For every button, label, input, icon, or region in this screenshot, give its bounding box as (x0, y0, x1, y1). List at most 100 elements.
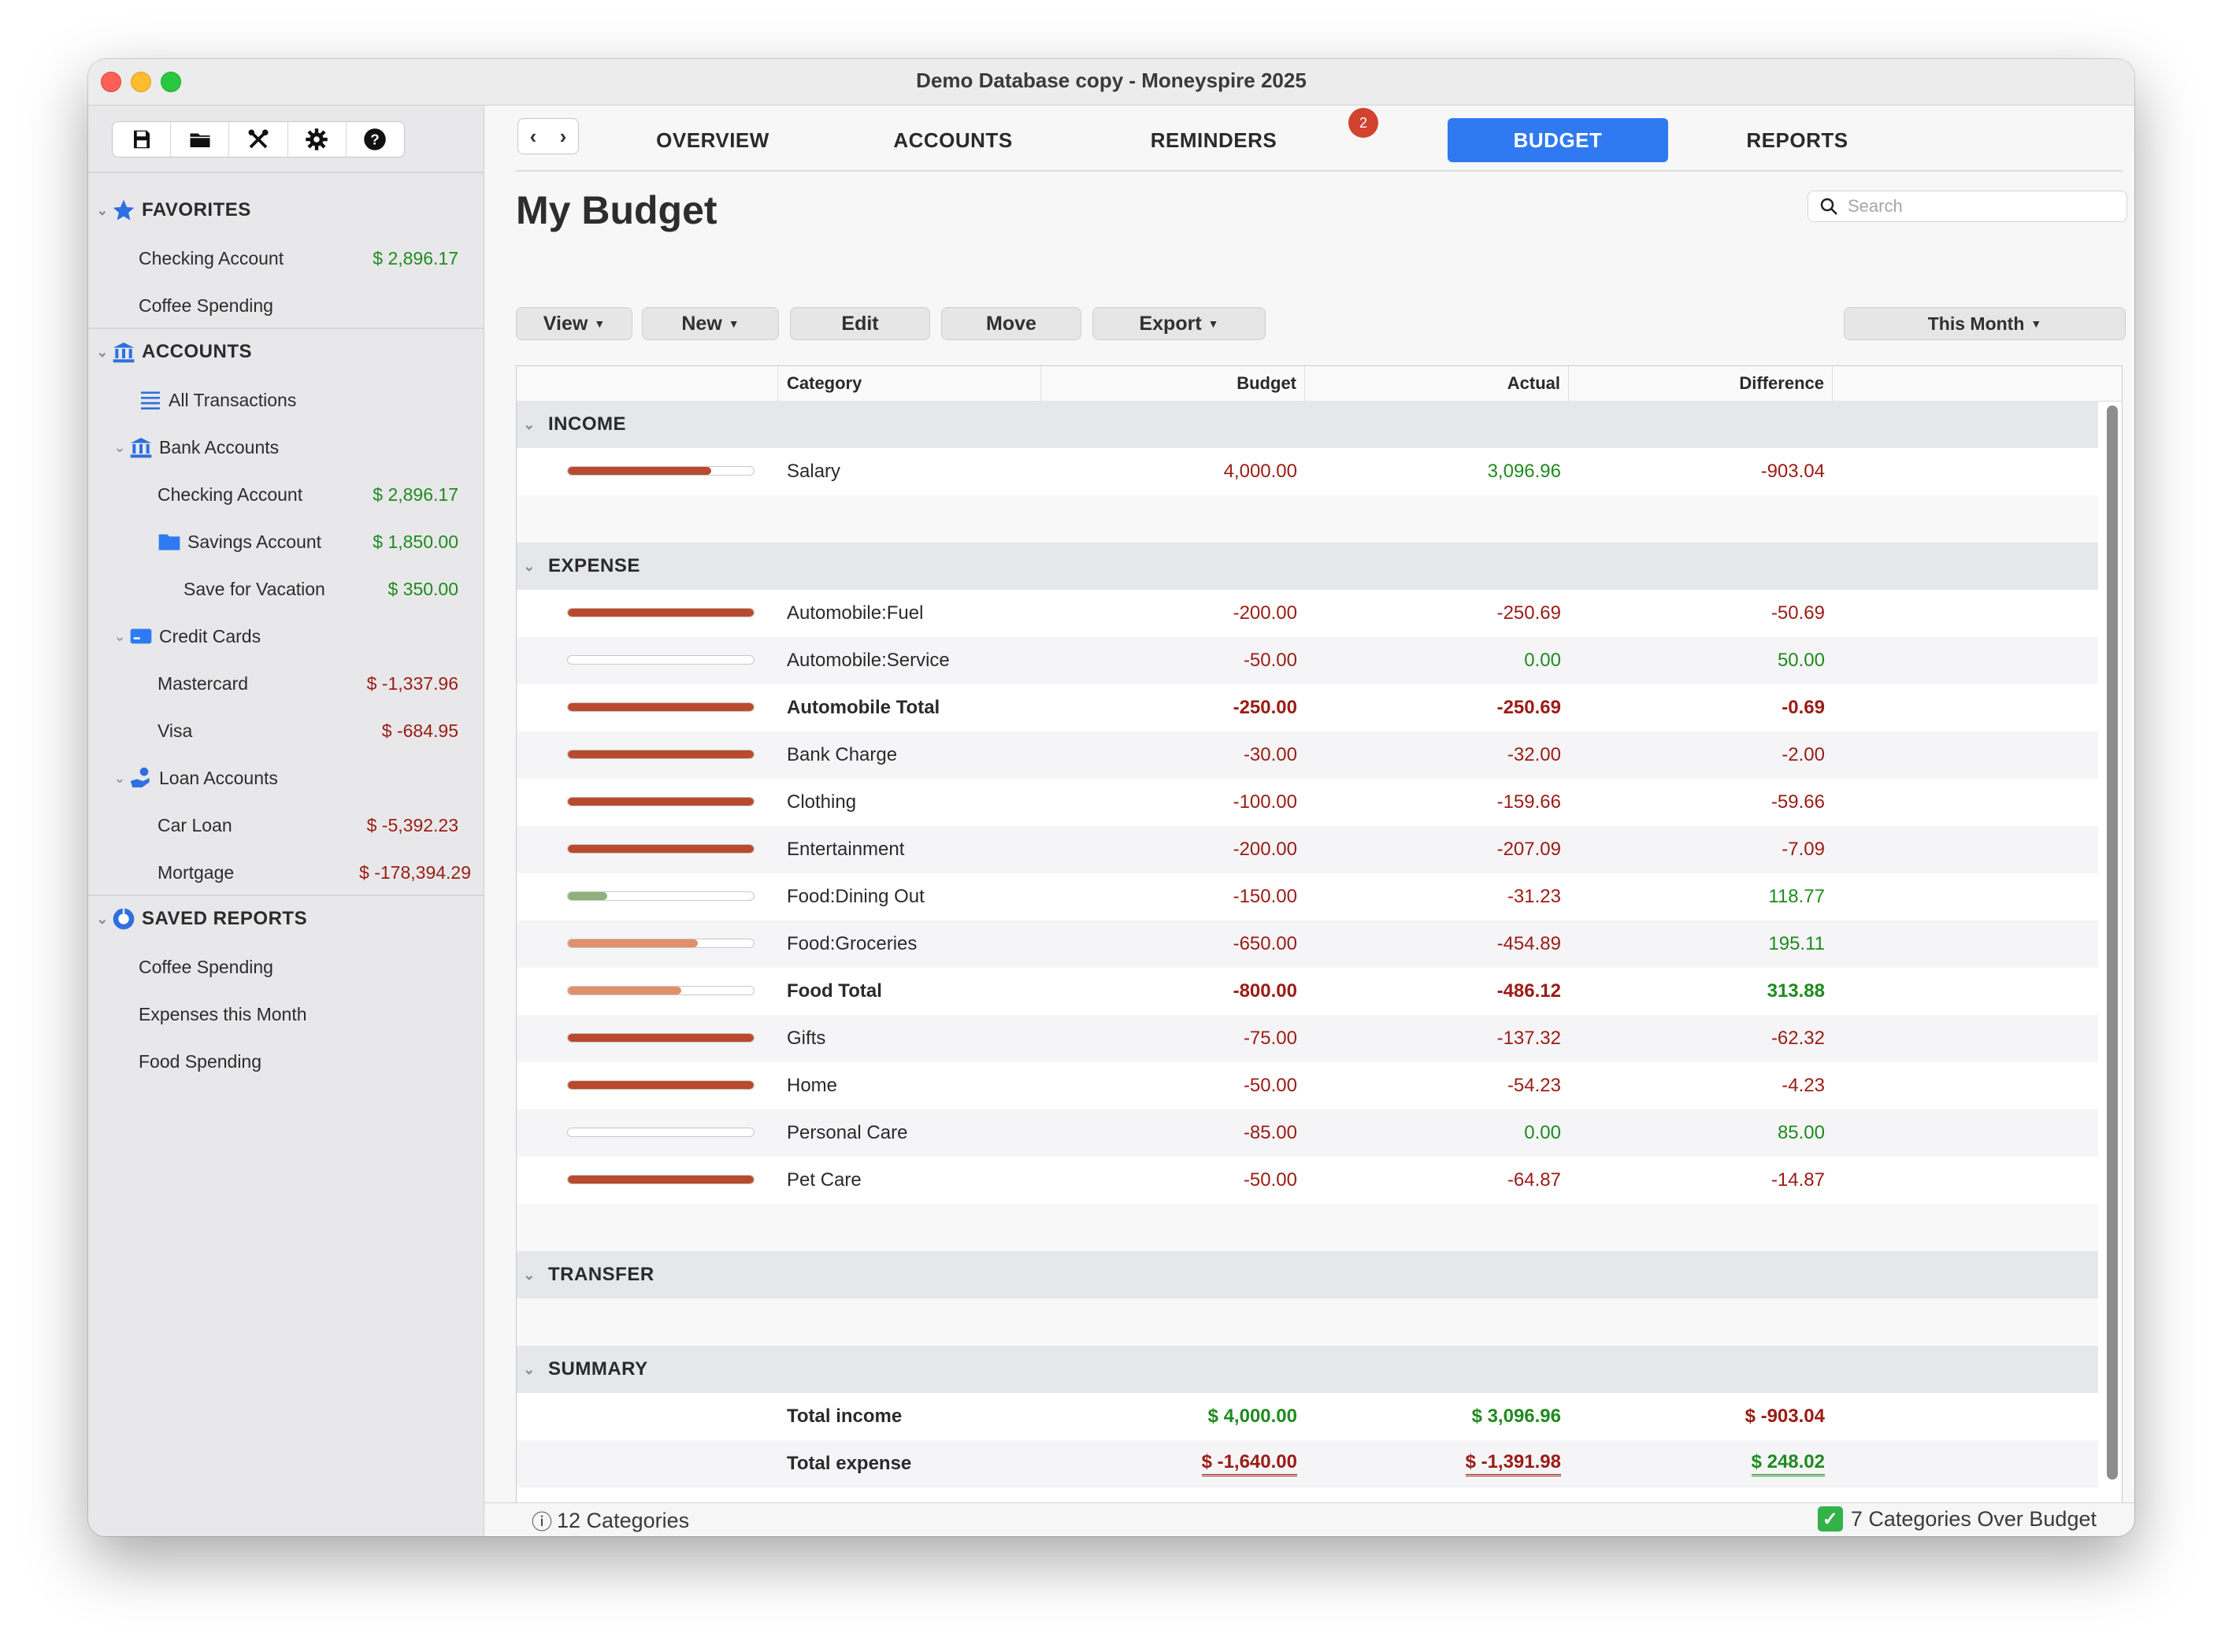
category-count: ⓘ 12 Categories (532, 1506, 689, 1535)
chevron-down-icon[interactable]: ⌄ (523, 557, 536, 574)
table-row[interactable]: Gifts -75.00 -137.32 -62.32 (517, 1015, 2098, 1062)
account-checking[interactable]: Checking Account $ 2,896.17 (158, 479, 477, 510)
progress-bar (567, 797, 755, 806)
table-row[interactable]: Entertainment -200.00 -207.09 -7.09 (517, 826, 2098, 873)
table-cell-amount: -4.23 (1569, 1062, 1825, 1109)
amount-value: $ 3,096.96 (1471, 1406, 1561, 1427)
table-row[interactable]: Automobile:Service -50.00 0.00 50.00 (517, 637, 2098, 684)
account-mortgage[interactable]: Mortgage $ -178,394.29 (158, 857, 480, 888)
favorite-coffee-spending[interactable]: Coffee Spending (139, 290, 273, 321)
chevron-down-icon[interactable]: ⌄ (113, 439, 126, 455)
back-arrow-icon[interactable]: ‹ (529, 124, 537, 148)
summary-label: Total expense (787, 1453, 912, 1474)
period-button-label: This Month (1927, 313, 2025, 334)
chevron-down-icon[interactable]: ⌄ (96, 343, 109, 360)
close-window-button[interactable] (101, 72, 121, 92)
account-save-for-vacation[interactable]: Save for Vacation $ 350.00 (184, 573, 477, 605)
table-row[interactable]: Automobile:Fuel -200.00 -250.69 -50.69 (517, 590, 2098, 637)
vertical-scrollbar[interactable] (2107, 406, 2118, 1480)
table-cell-amount: -7.09 (1569, 826, 1825, 873)
tab-reminders[interactable]: REMINDERS (1150, 128, 1277, 152)
forward-arrow-icon[interactable]: › (559, 124, 567, 148)
view-menu-button[interactable]: View ▼ (516, 307, 632, 340)
category-cell: Bank Charge (787, 744, 898, 765)
table-row[interactable]: Automobile Total -250.00 -250.69 -0.69 (517, 684, 2098, 732)
saved-report-item[interactable]: Food Spending (139, 1046, 261, 1077)
folder-icon (156, 528, 183, 555)
table-row[interactable]: Clothing -100.00 -159.66 -59.66 (517, 779, 2098, 826)
table-cell-amount: -62.32 (1569, 1015, 1825, 1062)
progress-bar (567, 1033, 755, 1043)
table-cell-amount: -0.69 (1569, 684, 1825, 732)
open-folder-icon[interactable] (171, 122, 230, 157)
chevron-down-icon[interactable]: ⌄ (96, 910, 109, 927)
chevron-down-icon[interactable]: ⌄ (523, 1361, 536, 1377)
favorite-checking-account[interactable]: Checking Account $ 2,896.17 (139, 243, 477, 274)
summary-group-header[interactable]: ⌄ SUMMARY (517, 1346, 2098, 1393)
tab-budget[interactable]: BUDGET (1448, 118, 1668, 162)
amount-value: -75.00 (1243, 1028, 1297, 1049)
history-nav: ‹ › (517, 118, 579, 154)
zoom-window-button[interactable] (161, 72, 181, 92)
save-icon[interactable] (113, 122, 172, 157)
credit-cards-group[interactable]: ⌄ Credit Cards (112, 620, 261, 652)
accounts-section-header[interactable]: ⌄ ACCOUNTS (95, 336, 252, 368)
account-label: Savings Account (187, 531, 322, 552)
help-icon[interactable]: ? (347, 122, 404, 157)
saved-report-item[interactable]: Expenses this Month (139, 998, 307, 1030)
income-group-header[interactable]: ⌄ INCOME (517, 401, 2098, 448)
gear-icon[interactable] (288, 122, 347, 157)
favorites-section-header[interactable]: ⌄ FAVORITES (95, 194, 251, 226)
table-row[interactable]: Food Total -800.00 -486.12 313.88 (517, 968, 2098, 1015)
column-header-actual[interactable]: Actual (1305, 366, 1569, 401)
saved-reports-section-header[interactable]: ⌄ SAVED REPORTS (95, 903, 307, 935)
tab-reports[interactable]: REPORTS (1746, 128, 1848, 152)
export-menu-button[interactable]: Export ▼ (1092, 307, 1266, 340)
loan-accounts-group[interactable]: ⌄ Loan Accounts (112, 762, 277, 794)
new-menu-button[interactable]: New ▼ (642, 307, 779, 340)
amount-value: -54.23 (1507, 1075, 1561, 1096)
table-row[interactable]: Bank Charge -30.00 -32.00 -2.00 (517, 732, 2098, 779)
expense-group-header[interactable]: ⌄ EXPENSE (517, 543, 2098, 590)
chevron-down-icon[interactable]: ⌄ (523, 416, 536, 432)
search-box[interactable] (1808, 191, 2127, 222)
column-header-budget[interactable]: Budget (1041, 366, 1305, 401)
account-visa[interactable]: Visa $ -684.95 (158, 715, 477, 746)
period-menu-button[interactable]: This Month ▼ (1844, 307, 2126, 340)
amount-value: -137.32 (1496, 1028, 1561, 1049)
chevron-down-icon[interactable]: ⌄ (96, 202, 109, 218)
account-savings[interactable]: Savings Account $ 1,850.00 (156, 526, 477, 557)
amount-value: 313.88 (1767, 980, 1825, 1002)
account-mastercard[interactable]: Mastercard $ -1,337.96 (158, 668, 477, 699)
amount-value: -159.66 (1496, 791, 1561, 813)
tab-overview[interactable]: OVERVIEW (656, 128, 769, 152)
move-button-label: Move (986, 312, 1036, 335)
table-row[interactable]: Pet Care -50.00 -64.87 -14.87 (517, 1157, 2098, 1204)
saved-report-item[interactable]: Coffee Spending (139, 951, 273, 983)
move-button[interactable]: Move (941, 307, 1081, 340)
table-row[interactable]: Home -50.00 -54.23 -4.23 (517, 1062, 2098, 1109)
category-cell: Gifts (787, 1028, 826, 1049)
all-transactions-item[interactable]: All Transactions (137, 384, 296, 416)
table-row[interactable]: Salary 4,000.00 3,096.96 -903.04 (517, 448, 2098, 495)
chevron-down-icon[interactable]: ⌄ (113, 769, 126, 786)
tab-accounts[interactable]: ACCOUNTS (893, 128, 1013, 152)
chevron-down-icon[interactable]: ⌄ (523, 1266, 536, 1283)
minimize-window-button[interactable] (131, 72, 151, 92)
column-header-category[interactable]: Category (777, 366, 1041, 401)
table-row[interactable]: Personal Care -85.00 0.00 85.00 (517, 1109, 2098, 1157)
table-cell-amount: -100.00 (1041, 779, 1297, 826)
transfer-group-header[interactable]: ⌄ TRANSFER (517, 1251, 2098, 1298)
tools-icon[interactable] (229, 122, 288, 157)
summary-label: Total income (787, 1406, 903, 1427)
column-header-difference[interactable]: Difference (1569, 366, 1833, 401)
bank-icon (128, 434, 154, 461)
bank-accounts-group[interactable]: ⌄ Bank Accounts (112, 432, 279, 463)
account-label: Save for Vacation (184, 578, 325, 599)
edit-button[interactable]: Edit (790, 307, 930, 340)
chevron-down-icon[interactable]: ⌄ (113, 628, 126, 644)
table-row[interactable]: Food:Groceries -650.00 -454.89 195.11 (517, 920, 2098, 968)
account-car-loan[interactable]: Car Loan $ -5,392.23 (158, 809, 477, 841)
search-input[interactable] (1846, 195, 2117, 217)
table-row[interactable]: Food:Dining Out -150.00 -31.23 118.77 (517, 873, 2098, 920)
